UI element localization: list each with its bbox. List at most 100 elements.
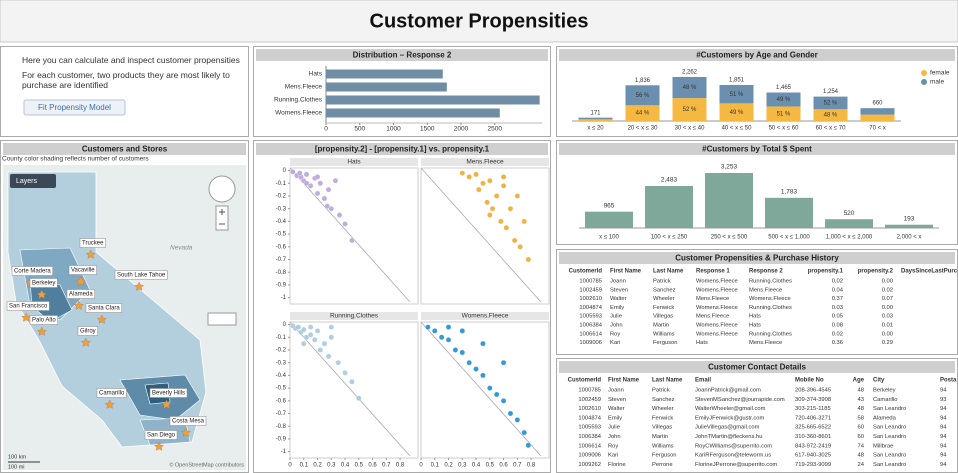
y-tick-label: -0.6 — [276, 244, 287, 250]
table-cell: 1009262 — [578, 462, 601, 468]
button-box[interactable] — [23, 99, 126, 116]
table-cell: 0.00 — [882, 331, 893, 337]
x-tick-label: 50 < x ≤ 60 — [769, 126, 799, 132]
legend-swatch — [921, 79, 927, 85]
point — [525, 442, 532, 449]
bar-segment — [766, 92, 801, 107]
y-tick-label: -0.4 — [276, 219, 287, 225]
y-tick-label: Womens.Fleece — [275, 110, 322, 117]
column-header: Response 2 — [749, 269, 783, 275]
place-label: Berkeley — [32, 281, 55, 287]
x-tick-label: 2,000 < x — [897, 235, 922, 241]
table-cell: Kari — [610, 340, 620, 346]
point — [307, 183, 314, 189]
point — [459, 170, 466, 176]
point — [332, 177, 339, 184]
table-cell: Womens.Fleece — [696, 323, 738, 329]
point — [480, 180, 486, 187]
table-cell: 720-406-3271 — [795, 415, 831, 421]
table-cell: Emily — [610, 305, 624, 311]
table-cell: 1002459 — [579, 287, 602, 293]
table-cell: Walter — [608, 406, 625, 412]
store-marker — [36, 289, 47, 299]
point — [503, 224, 510, 231]
table-cell: 94 — [940, 434, 947, 440]
table-cell: 48 — [858, 453, 864, 459]
x-tick-label: 0.6 — [499, 463, 508, 469]
x-tick-label: 0.5 — [355, 463, 364, 469]
table-cell: San Leandro — [873, 434, 906, 440]
table-cell: Villegas — [652, 425, 672, 431]
table-cell: Patrick — [652, 388, 670, 394]
table-cell: Joann — [608, 388, 624, 394]
bar-segment — [578, 117, 613, 120]
point — [321, 340, 328, 347]
point — [498, 218, 504, 225]
place-label-bg — [68, 265, 97, 275]
panel-title: #Customers by Age and Gender — [696, 51, 818, 60]
point — [307, 324, 314, 330]
table-cell: 0.04 — [832, 287, 844, 293]
segment-label: 44 % — [636, 111, 650, 117]
table-cell: 94 — [940, 425, 947, 431]
table-cell: 94 — [940, 388, 947, 394]
place-label-bg — [77, 326, 98, 336]
point — [511, 237, 518, 244]
table-cell: Julie — [610, 314, 622, 320]
table-cell: Ferguson — [653, 340, 678, 346]
y-tick-label: -0.8 — [276, 424, 287, 430]
segment-label: 51 % — [777, 111, 791, 117]
reference-line — [289, 321, 411, 457]
place-label: Santa Clara — [88, 306, 120, 312]
table-cell: 325-665-6522 — [795, 425, 831, 431]
segment-label: 48 % — [824, 113, 838, 119]
table-cell: Roy — [608, 443, 618, 449]
zoom-icons — [219, 209, 225, 225]
point — [514, 417, 521, 423]
table-cell: 48 — [858, 406, 864, 412]
layers-label[interactable]: Layers — [16, 178, 38, 185]
table-cell: 1006614 — [578, 443, 601, 449]
fit-button[interactable]: Fit Propensity Model — [23, 99, 126, 116]
place-label: San Francisco — [9, 304, 48, 310]
point — [459, 349, 466, 356]
panel-title: Customer Propensities & Purchase History — [675, 254, 839, 263]
table-cell: 719-293-9099 — [795, 462, 831, 468]
column-header: Mobile No — [795, 378, 824, 384]
x-tick-label: 0.4 — [341, 463, 350, 469]
table-cell: Perrone — [652, 462, 673, 468]
segment-label: 52 % — [683, 107, 697, 113]
facet-header — [421, 312, 549, 320]
bar — [585, 211, 633, 228]
point — [303, 334, 310, 341]
point — [307, 331, 314, 338]
point — [324, 203, 330, 209]
table-cell: 309-374-3908 — [795, 397, 831, 403]
facet-frame — [289, 321, 419, 459]
x-tick-label: 0.1 — [431, 463, 440, 469]
point — [349, 378, 355, 385]
point — [480, 340, 486, 347]
table-cell: 0.00 — [882, 305, 893, 311]
segment-label: 56 % — [636, 93, 650, 99]
point — [493, 391, 500, 398]
button-label[interactable]: Fit Propensity Model — [38, 103, 111, 112]
x-tick-label: 0.1 — [300, 463, 309, 469]
table-cell: San Leandro — [873, 462, 906, 468]
table-cell: Williams — [653, 331, 675, 337]
point — [325, 353, 332, 360]
layers-button[interactable] — [10, 174, 56, 188]
table-cell: Berkeley — [873, 388, 896, 394]
table-cell: 0.07 — [882, 296, 893, 302]
reference-line — [420, 321, 542, 457]
total-label: 660 — [872, 101, 883, 107]
point — [303, 171, 310, 178]
table-cell: 310-360-8601 — [795, 434, 831, 440]
point — [317, 347, 324, 353]
table-cell: Womens.Fleece — [696, 305, 738, 311]
table-cell: 74 — [858, 443, 865, 449]
x-tick-label: 0.7 — [513, 463, 522, 469]
y-tick-label: -0.2 — [276, 348, 287, 354]
x-tick-label: 2000 — [454, 126, 469, 133]
